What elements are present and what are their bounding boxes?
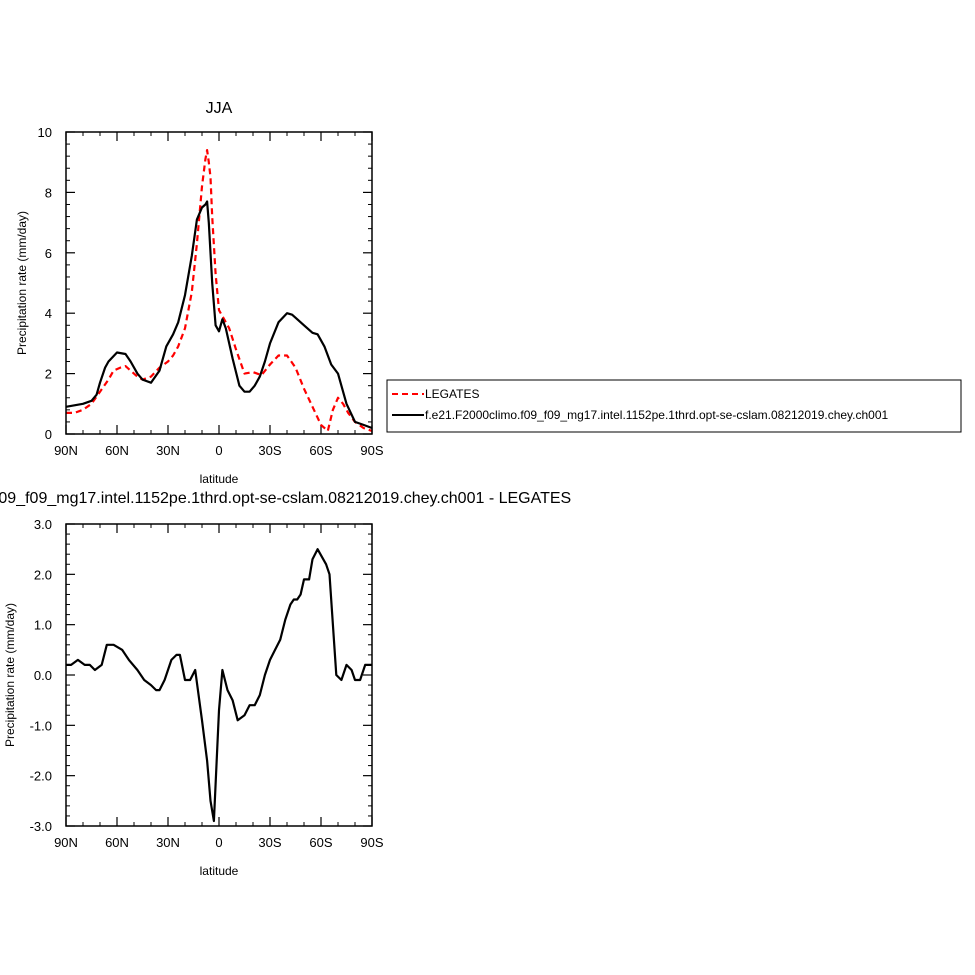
bottom-xtick-label: 60N bbox=[105, 835, 129, 850]
top-chart-legend: LEGATES f.e21.F2000climo.f09_f09_mg17.in… bbox=[386, 379, 962, 433]
bottom-xtick-label: 30N bbox=[156, 835, 180, 850]
bottom-chart-xlabel: latitude bbox=[200, 864, 239, 878]
bottom-ytick-label: -2.0 bbox=[30, 769, 52, 784]
top-xtick-label: 90N bbox=[54, 443, 78, 458]
top-xtick-label: 30S bbox=[258, 443, 281, 458]
top-ytick-label: 4 bbox=[45, 306, 52, 321]
bottom-chart-series bbox=[66, 548, 372, 823]
top-xtick-label: 60S bbox=[309, 443, 332, 458]
legend-label-model: f.e21.F2000climo.f09_f09_mg17.intel.1152… bbox=[425, 408, 889, 422]
top-chart-series bbox=[65, 149, 373, 433]
bottom-ytick-label: 1.0 bbox=[34, 618, 52, 633]
bottom-chart-frame bbox=[65, 523, 373, 827]
bottom-xtick-label: 30S bbox=[258, 835, 281, 850]
top-chart-ticks: 90N 60N 30N 0 30S 60S 90S 0 2 4 6 8 10 bbox=[38, 125, 384, 458]
top-chart-title: JJA bbox=[206, 100, 233, 117]
bottom-chart-title: f.e21.F2000climo.f09_f09_mg17.intel.1152… bbox=[0, 490, 571, 507]
top-ytick-label: 8 bbox=[45, 185, 52, 200]
top-ytick-label: 10 bbox=[38, 125, 52, 140]
bottom-series-line-difference bbox=[66, 548, 372, 823]
bottom-chart-ticks: 90N 60N 30N 0 30S 60S 90S -3.0 -2.0 -1.0 0.0 1.0 2.0… bbox=[30, 517, 384, 850]
top-chart-frame bbox=[65, 131, 373, 435]
bottom-ytick-label: 3.0 bbox=[34, 517, 52, 532]
bottom-ytick-label: -1.0 bbox=[30, 718, 52, 733]
bottom-xtick-label: 60S bbox=[309, 835, 332, 850]
top-series-line-legates bbox=[66, 149, 373, 433]
bottom-chart-ylabel: Precipitation rate (mm/day) bbox=[3, 603, 17, 747]
top-xtick-label: 0 bbox=[215, 443, 222, 458]
top-series-line-model bbox=[65, 200, 373, 430]
top-ytick-label: 0 bbox=[45, 427, 52, 442]
top-chart-xlabel: latitude bbox=[200, 472, 239, 486]
bottom-ytick-label: 2.0 bbox=[34, 567, 52, 582]
legend-label-legates: LEGATES bbox=[425, 387, 479, 401]
bottom-ytick-label: -3.0 bbox=[30, 819, 52, 834]
top-xtick-label: 30N bbox=[156, 443, 180, 458]
top-ytick-label: 6 bbox=[45, 246, 52, 261]
bottom-ytick-label: 0.0 bbox=[34, 668, 52, 683]
top-xtick-label: 90S bbox=[360, 443, 383, 458]
bottom-xtick-label: 90N bbox=[54, 835, 78, 850]
top-ytick-label: 2 bbox=[45, 367, 52, 382]
bottom-xtick-label: 0 bbox=[215, 835, 222, 850]
legend-box bbox=[386, 379, 962, 433]
top-chart-ylabel: Precipitation rate (mm/day) bbox=[15, 211, 29, 355]
bottom-chart: f.e21.F2000climo.f09_f09_mg17.intel.1152… bbox=[0, 490, 571, 878]
top-xtick-label: 60N bbox=[105, 443, 129, 458]
bottom-xtick-label: 90S bbox=[360, 835, 383, 850]
